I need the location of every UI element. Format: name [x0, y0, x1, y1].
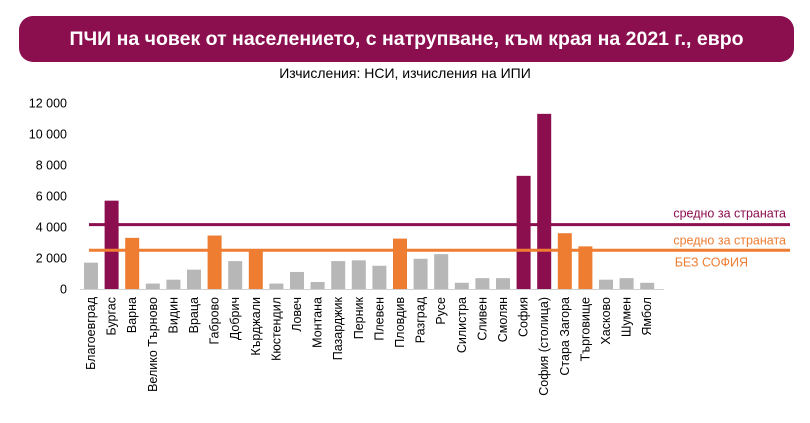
- bar: [207, 235, 222, 289]
- bar: [475, 278, 490, 289]
- bar: [434, 254, 449, 289]
- bar: [166, 279, 181, 289]
- x-tick-label: Кърджали: [249, 297, 263, 356]
- x-tick-label: Монтана: [311, 297, 325, 348]
- bar: [84, 262, 98, 289]
- x-tick-label: Ловеч: [290, 297, 304, 332]
- y-tick-label: 2 000: [36, 252, 67, 266]
- x-tick-label: Русе: [434, 297, 448, 325]
- x-tick-label: Видин: [166, 297, 180, 334]
- y-tick-label: 8 000: [36, 159, 67, 173]
- bar: [454, 282, 469, 289]
- national-average-label: средно за страната: [673, 207, 786, 221]
- bar: [187, 269, 201, 289]
- bar: [145, 283, 160, 289]
- chart-title: ПЧИ на човек от населението, с натрупван…: [69, 28, 744, 50]
- bar: [290, 271, 304, 289]
- y-tick-label: 0: [60, 283, 67, 297]
- bar: [578, 246, 593, 289]
- y-tick-label: 4 000: [36, 221, 67, 235]
- bar: [557, 233, 572, 289]
- bar: [269, 283, 284, 289]
- x-tick-label: Силистра: [455, 297, 469, 353]
- x-tick-label: Търговище: [578, 297, 592, 361]
- title-banner: ПЧИ на човек от населението, с натрупван…: [19, 16, 794, 62]
- x-tick-label: Разград: [414, 296, 428, 343]
- bar: [413, 258, 428, 289]
- x-tick-label: Перник: [352, 296, 366, 339]
- bar: [228, 261, 243, 289]
- bar: [248, 251, 263, 289]
- x-tick-label: Сливен: [475, 297, 489, 341]
- bar: [351, 260, 366, 289]
- x-tick-label: Пазарджик: [331, 296, 345, 360]
- x-tick-label: Враца: [187, 297, 201, 333]
- x-tick-label: Варна: [125, 297, 139, 333]
- chart-subtitle: Изчисления: НСИ, изчисления на ИПИ: [279, 65, 531, 81]
- x-tick-label: Добрич: [228, 297, 242, 340]
- x-tick-label: Кюстендил: [269, 297, 283, 361]
- x-tick-label: Пловдив: [393, 297, 407, 348]
- bar: [372, 265, 387, 289]
- no-sofia-average-label: средно за страната: [673, 233, 786, 247]
- bar: [619, 278, 634, 289]
- bar: [104, 200, 119, 289]
- bar: [125, 237, 140, 289]
- bar: [599, 279, 613, 289]
- bar: [640, 282, 655, 289]
- bar: [331, 261, 346, 289]
- bar: [537, 113, 552, 289]
- y-tick-label: 12 000: [29, 97, 67, 111]
- x-tick-label: Смолян: [496, 297, 510, 342]
- x-tick-label: Хасково: [599, 297, 613, 345]
- x-tick-label: Бургас: [105, 297, 119, 335]
- x-tick-label: Габрово: [208, 297, 222, 345]
- x-tick-label: София: [517, 297, 531, 337]
- bar: [496, 278, 510, 289]
- bar: [393, 238, 407, 289]
- x-tick-label: Шумен: [620, 297, 634, 337]
- x-tick-label: Благоевград: [84, 296, 98, 370]
- y-tick-label: 10 000: [29, 128, 67, 142]
- x-tick-label: Велико Търново: [146, 297, 160, 392]
- y-tick-label: 6 000: [36, 190, 67, 204]
- x-tick-label: Плевен: [372, 297, 386, 341]
- x-tick-label: Стара Загора: [558, 297, 572, 376]
- bar: [310, 282, 325, 289]
- x-tick-label: София (столица): [537, 297, 551, 396]
- x-tick-label: Ямбол: [640, 297, 654, 336]
- no-sofia-average-label-2: БЕЗ СОФИЯ: [675, 255, 748, 269]
- bar: [516, 175, 531, 289]
